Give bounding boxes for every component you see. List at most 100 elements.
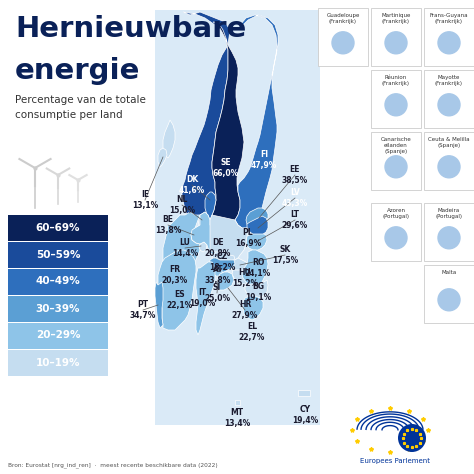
FancyBboxPatch shape bbox=[371, 8, 421, 66]
FancyBboxPatch shape bbox=[424, 203, 474, 261]
Polygon shape bbox=[182, 12, 230, 220]
Polygon shape bbox=[212, 252, 235, 268]
Text: CZ
18,2%: CZ 18,2% bbox=[209, 252, 235, 272]
Polygon shape bbox=[242, 250, 268, 286]
Text: Martinique
(Frankrijk): Martinique (Frankrijk) bbox=[381, 13, 410, 24]
Polygon shape bbox=[155, 282, 163, 328]
Text: EL
22,7%: EL 22,7% bbox=[239, 322, 265, 342]
Circle shape bbox=[438, 32, 460, 54]
Text: Malta: Malta bbox=[441, 270, 456, 275]
FancyBboxPatch shape bbox=[318, 8, 368, 66]
Text: NL
15,0%: NL 15,0% bbox=[169, 195, 195, 215]
Polygon shape bbox=[210, 22, 244, 225]
Text: IT
19,0%: IT 19,0% bbox=[189, 288, 215, 308]
Text: ES
22,1%: ES 22,1% bbox=[167, 290, 193, 310]
Polygon shape bbox=[210, 215, 248, 260]
Polygon shape bbox=[198, 212, 210, 228]
Text: 30–39%: 30–39% bbox=[36, 303, 80, 313]
Text: 20–29%: 20–29% bbox=[36, 330, 80, 340]
Text: SI
25,0%: SI 25,0% bbox=[204, 283, 230, 303]
Circle shape bbox=[385, 32, 407, 54]
Text: DE
20,8%: DE 20,8% bbox=[205, 238, 231, 258]
Polygon shape bbox=[217, 272, 234, 290]
FancyBboxPatch shape bbox=[371, 203, 421, 261]
FancyBboxPatch shape bbox=[424, 132, 474, 190]
Polygon shape bbox=[163, 120, 175, 158]
Text: EE
38,5%: EE 38,5% bbox=[282, 165, 308, 185]
FancyBboxPatch shape bbox=[371, 132, 421, 190]
Text: FI
47,9%: FI 47,9% bbox=[251, 150, 277, 170]
Text: Ceuta & Melilla
(Spanje): Ceuta & Melilla (Spanje) bbox=[428, 137, 470, 148]
Text: Percentage van de totale
consumptie per land: Percentage van de totale consumptie per … bbox=[15, 95, 146, 120]
Polygon shape bbox=[158, 148, 167, 167]
Polygon shape bbox=[158, 250, 196, 330]
Text: LT
29,6%: LT 29,6% bbox=[282, 210, 308, 230]
Text: Madeira
(Portugal): Madeira (Portugal) bbox=[436, 208, 463, 219]
Text: Frans-Guyana
(Frankrijk): Frans-Guyana (Frankrijk) bbox=[430, 13, 468, 24]
Polygon shape bbox=[191, 212, 238, 260]
Text: IE
13,1%: IE 13,1% bbox=[132, 190, 158, 210]
Text: Europees Parlement: Europees Parlement bbox=[360, 458, 430, 464]
FancyBboxPatch shape bbox=[8, 296, 108, 322]
Text: SK
17,5%: SK 17,5% bbox=[272, 246, 298, 264]
Text: BE
13,8%: BE 13,8% bbox=[155, 215, 181, 235]
Text: MT
13,4%: MT 13,4% bbox=[224, 408, 250, 428]
Text: PT
34,7%: PT 34,7% bbox=[130, 301, 156, 319]
Text: Mayotte
(Frankrijk): Mayotte (Frankrijk) bbox=[435, 75, 463, 86]
Circle shape bbox=[438, 156, 460, 178]
Polygon shape bbox=[235, 400, 240, 405]
Polygon shape bbox=[205, 192, 216, 220]
Text: FR
20,3%: FR 20,3% bbox=[162, 265, 188, 285]
Polygon shape bbox=[247, 216, 268, 236]
Text: Réunion
(Frankrijk): Réunion (Frankrijk) bbox=[382, 75, 410, 86]
Text: Canarische
eilanden
(Spanje): Canarische eilanden (Spanje) bbox=[381, 137, 411, 155]
Text: LV
43,3%: LV 43,3% bbox=[282, 188, 308, 208]
FancyBboxPatch shape bbox=[8, 269, 108, 295]
Polygon shape bbox=[243, 296, 263, 320]
Polygon shape bbox=[230, 258, 248, 273]
Text: 40–49%: 40–49% bbox=[36, 276, 81, 286]
Text: energie: energie bbox=[15, 57, 140, 85]
Polygon shape bbox=[199, 242, 207, 252]
Polygon shape bbox=[191, 225, 208, 244]
Text: DK
41,6%: DK 41,6% bbox=[179, 175, 205, 195]
FancyBboxPatch shape bbox=[8, 242, 108, 268]
Text: AT
33,8%: AT 33,8% bbox=[205, 265, 231, 285]
Text: HR
27,9%: HR 27,9% bbox=[232, 301, 258, 319]
Text: LU
14,4%: LU 14,4% bbox=[172, 238, 198, 258]
Text: HU
15,2%: HU 15,2% bbox=[232, 268, 258, 288]
Polygon shape bbox=[246, 208, 268, 228]
Circle shape bbox=[385, 94, 407, 116]
Polygon shape bbox=[162, 212, 200, 330]
Circle shape bbox=[385, 227, 407, 249]
FancyBboxPatch shape bbox=[8, 350, 108, 376]
Polygon shape bbox=[196, 262, 215, 335]
Text: RO
24,1%: RO 24,1% bbox=[245, 258, 271, 278]
Polygon shape bbox=[245, 280, 268, 298]
Circle shape bbox=[438, 289, 460, 311]
FancyBboxPatch shape bbox=[371, 70, 421, 128]
Polygon shape bbox=[246, 234, 267, 250]
FancyBboxPatch shape bbox=[8, 323, 108, 349]
Circle shape bbox=[398, 424, 426, 452]
Circle shape bbox=[438, 94, 460, 116]
FancyBboxPatch shape bbox=[155, 10, 320, 425]
Text: Azoren
(Portugal): Azoren (Portugal) bbox=[383, 208, 410, 219]
FancyBboxPatch shape bbox=[424, 70, 474, 128]
Text: BG
19,1%: BG 19,1% bbox=[245, 283, 271, 301]
Text: Hernieuwbare: Hernieuwbare bbox=[15, 15, 246, 43]
Text: CY
19,4%: CY 19,4% bbox=[292, 405, 318, 425]
FancyBboxPatch shape bbox=[8, 215, 108, 241]
Polygon shape bbox=[210, 258, 235, 272]
Polygon shape bbox=[298, 390, 310, 396]
Text: 10–19%: 10–19% bbox=[36, 357, 80, 367]
FancyBboxPatch shape bbox=[424, 8, 474, 66]
Text: 50–59%: 50–59% bbox=[36, 249, 80, 259]
Polygon shape bbox=[212, 268, 222, 276]
Polygon shape bbox=[235, 15, 278, 228]
Circle shape bbox=[332, 32, 354, 54]
Text: PL
16,9%: PL 16,9% bbox=[235, 228, 261, 248]
Circle shape bbox=[438, 227, 460, 249]
Text: Bron: Eurostat [nrg_ind_ren]  ·  meest recente beschikbare data (2022): Bron: Eurostat [nrg_ind_ren] · meest rec… bbox=[8, 462, 218, 468]
Text: SE
66,0%: SE 66,0% bbox=[213, 158, 239, 178]
